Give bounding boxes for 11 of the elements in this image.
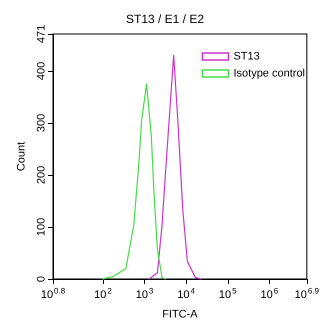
y-tick-label: 0: [36, 276, 48, 282]
x-axis-title: FITC-A: [162, 308, 198, 320]
y-tick-label: 100: [36, 218, 48, 236]
y-tick-label: 471: [36, 24, 48, 44]
y-tick-label: 200: [36, 166, 48, 184]
y-tick-label: 400: [36, 62, 48, 80]
y-axis-title: Count: [16, 142, 28, 172]
chart-title: ST13 / E1 / E2: [126, 12, 204, 26]
legend-label: ST13: [233, 50, 260, 62]
legend-label: Isotype control: [233, 68, 306, 80]
y-tick-label: 300: [36, 114, 48, 132]
